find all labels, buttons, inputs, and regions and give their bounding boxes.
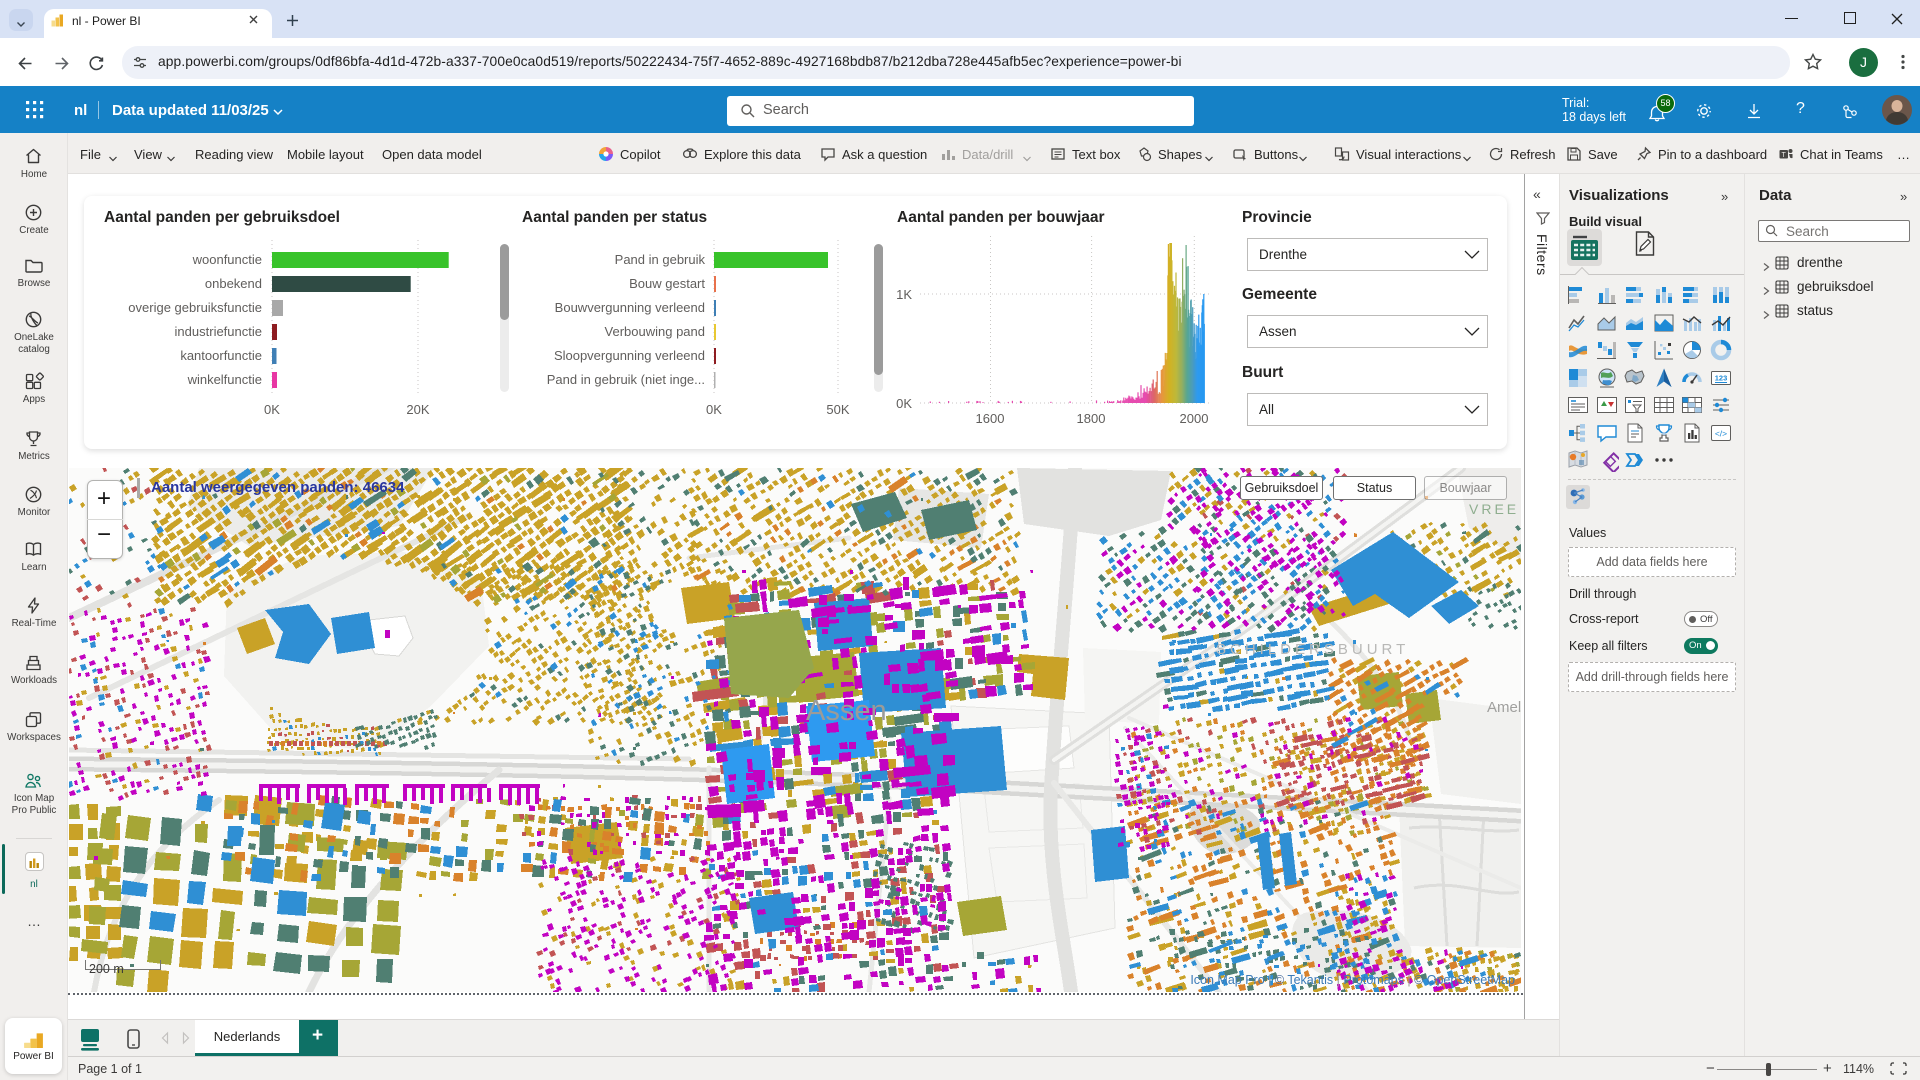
svg-text:All: All — [1259, 402, 1274, 417]
svg-text:Verbouwing pand: Verbouwing pand — [605, 324, 705, 339]
svg-text:1K: 1K — [896, 287, 912, 302]
svg-text:kantoorfunctie: kantoorfunctie — [180, 348, 262, 363]
svg-text:Drenthe: Drenthe — [1259, 247, 1307, 262]
svg-text:overige gebruiksfunctie: overige gebruiksfunctie — [128, 300, 262, 315]
svg-text:Pand in gebruik (niet inge...: Pand in gebruik (niet inge... — [547, 372, 705, 387]
svg-text:0K: 0K — [896, 396, 912, 411]
svg-text:Pand in gebruik: Pand in gebruik — [615, 252, 706, 267]
svg-text:Gemeente: Gemeente — [1242, 286, 1317, 303]
svg-text:</>: </> — [1714, 428, 1726, 438]
svg-text:T: T — [1782, 152, 1787, 159]
svg-text:0K: 0K — [264, 402, 280, 417]
svg-text:0K: 0K — [706, 402, 722, 417]
svg-text:Aantal panden per bouwjaar: Aantal panden per bouwjaar — [897, 209, 1105, 226]
svg-text:industriefunctie: industriefunctie — [175, 324, 262, 339]
svg-text:Provincie: Provincie — [1242, 209, 1312, 226]
svg-text:Amelt: Amelt — [1487, 699, 1521, 716]
svg-text:Bouw gestart: Bouw gestart — [629, 276, 705, 291]
svg-text:Bouwvergunning verleend: Bouwvergunning verleend — [555, 300, 705, 315]
svg-text:Assen: Assen — [1259, 324, 1297, 339]
svg-text:20K: 20K — [406, 402, 429, 417]
svg-text:Sloopvergunning verleend: Sloopvergunning verleend — [554, 348, 705, 363]
svg-text:Buurt: Buurt — [1242, 364, 1283, 381]
svg-text:Assen: Assen — [806, 695, 887, 727]
svg-text:1800: 1800 — [1077, 411, 1106, 426]
svg-text:onbekend: onbekend — [205, 276, 262, 291]
svg-text:123: 123 — [1714, 373, 1727, 382]
svg-text:woonfunctie: woonfunctie — [192, 252, 262, 267]
svg-text:1600: 1600 — [976, 411, 1005, 426]
svg-text:50K: 50K — [826, 402, 849, 417]
svg-text:SCHILDERSBUURT: SCHILDERSBUURT — [1216, 641, 1409, 658]
svg-text:Aantal panden per status: Aantal panden per status — [522, 209, 707, 226]
svg-text:Aantal panden per gebruiksdoel: Aantal panden per gebruiksdoel — [104, 209, 340, 226]
svg-text:VREE: VREE — [1469, 501, 1519, 517]
svg-text:winkelfunctie: winkelfunctie — [187, 372, 262, 387]
svg-text:2000: 2000 — [1180, 411, 1209, 426]
